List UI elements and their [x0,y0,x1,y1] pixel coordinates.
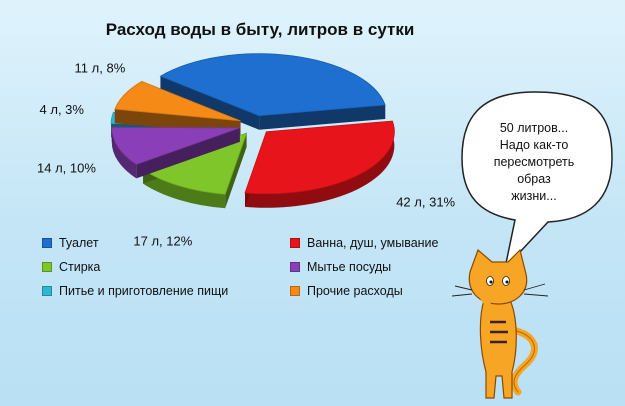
chart-title: Расход воды в быту, литров в сутки [105,20,415,39]
legend-swatch [42,262,52,272]
legend-swatch [290,262,300,272]
cat-icon [451,248,549,399]
legend-item-drinking: Питье и приготовление пищи [42,284,228,298]
bubble-line: образ [517,172,551,186]
pie-slice-side [245,121,395,208]
data-label: 17 л, 12% [133,234,192,249]
data-label: 50 л, 36% [273,0,332,1]
data-label: 42 л, 31% [396,194,455,209]
speech-bubble-text: 50 литров... Надо как-то пересмотреть об… [478,120,590,205]
legend-item-dishes: Мытье посуды [290,260,391,274]
legend-swatch [290,286,300,296]
pie-slice-top [111,127,240,165]
pie-slice-top [159,53,386,117]
legend-item-laundry: Стирка [42,260,100,274]
legend-item-bath: Ванна, душ, умывание [290,236,439,250]
legend-label: Стирка [59,260,101,274]
pie-slice-top [114,80,241,122]
data-label: 4 л, 3% [40,102,85,117]
bubble-line: жизни... [511,189,557,203]
legend-label: Прочие расходы [307,284,403,298]
pie-slice-wall [259,104,386,130]
pie-slice-wall [225,133,247,209]
data-label: 14 л, 10% [37,160,96,175]
legend-label: Туалет [59,236,99,250]
legend-swatch [42,238,52,248]
pie-slice-1 [244,120,395,208]
legend-swatch [42,286,52,296]
bubble-line: 50 литров... [499,121,569,135]
pie-slice-side [143,169,226,209]
legend-swatch [290,238,300,248]
bubble-line: пересмотреть [493,155,575,169]
pie-slice-wall [160,76,260,130]
legend-label: Питье и приготовление пищи [59,284,229,298]
pie-slice-top [244,120,395,195]
pie-slice-side [111,127,137,179]
legend-item-other: Прочие расходы [290,284,403,298]
legend-item-toilet: Туалет [42,236,99,250]
data-label: 11 л, 8% [75,61,126,76]
pie-slice-3 [111,127,240,179]
pie-slice-0 [159,53,386,130]
speech-bubble-shape [461,91,613,271]
bubble-line: Надо как-то [499,138,569,152]
legend-label: Ванна, душ, умывание [307,236,439,250]
legend-label: Мытье посуды [307,260,392,274]
